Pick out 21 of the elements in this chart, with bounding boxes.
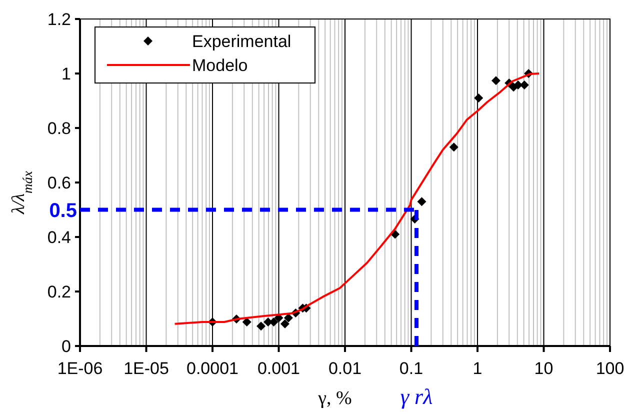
legend-label: Modelo xyxy=(192,56,248,75)
y-tick-label: 1.2 xyxy=(47,10,71,29)
y-tick-label: 1 xyxy=(62,64,71,84)
x-axis-title: γ, % xyxy=(317,388,352,409)
y-tick-label: 0.6 xyxy=(47,173,71,192)
ref-line-label: γ rλ xyxy=(400,384,433,409)
x-tick-label: 0.0001 xyxy=(186,359,238,378)
y-tick-label: 0.2 xyxy=(47,282,71,302)
y-tick-label: 0.4 xyxy=(47,228,71,247)
x-tick-label: 0.01 xyxy=(328,359,362,378)
y-tick-label: 0 xyxy=(62,336,71,356)
x-tick-label: 0.001 xyxy=(257,359,300,378)
legend-label: Experimental xyxy=(192,32,292,51)
x-tick-label: 1E-05 xyxy=(124,359,169,378)
x-tick-label: 10 xyxy=(534,359,554,378)
x-tick-label: 100 xyxy=(596,359,624,378)
y-tick-label: 0.8 xyxy=(47,118,71,138)
x-tick-label: 0.1 xyxy=(399,359,424,378)
ref-line-label: 0.5 xyxy=(49,200,77,222)
x-tick-label: 1E-06 xyxy=(57,359,103,378)
x-tick-label: 1 xyxy=(472,359,482,378)
